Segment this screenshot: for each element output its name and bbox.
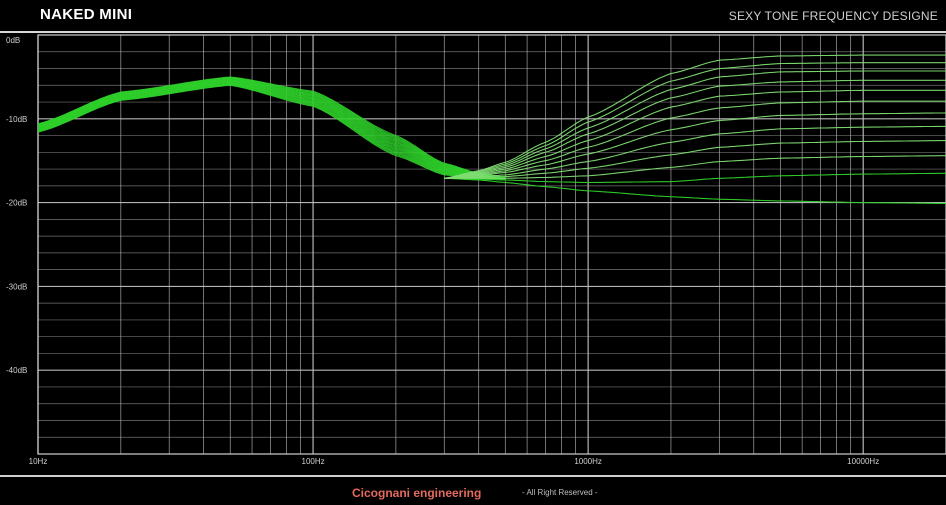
axis-labels: 0dB -10dB -20dB -30dB -40dB 10Hz 100Hz 1000Hz 10…: [6, 36, 879, 466]
treble-curve: [444, 172, 946, 184]
header-bar: NAKED MINI SEXY TONE FREQUENCY DESIGNE: [0, 0, 946, 31]
treble-curve: [444, 177, 946, 204]
treble-curve: [444, 62, 946, 179]
rights-notice: - All Right Reserved -: [522, 488, 598, 497]
treble-curves: [444, 54, 946, 204]
treble-curve: [444, 79, 946, 179]
treble-curve: [444, 54, 946, 179]
y-tick-label: -30dB: [6, 282, 27, 291]
x-tick-label: 100Hz: [302, 457, 325, 466]
treble-curve: [444, 100, 946, 179]
bass-curve: [37, 76, 506, 178]
footer-bar: Cicognani engineering - All Right Reserv…: [0, 475, 946, 505]
header-divider: [0, 31, 946, 33]
x-tick-label: 10Hz: [29, 457, 48, 466]
frequency-response-chart: 0dB -10dB -20dB -30dB -40dB 10Hz 100Hz 1000Hz 10…: [0, 33, 946, 475]
y-tick-label: -20dB: [6, 199, 27, 208]
app-title: NAKED MINI: [40, 6, 133, 23]
treble-curve: [444, 155, 946, 179]
brand-name: Cicognani engineering: [352, 486, 482, 500]
y-tick-label: -10dB: [6, 115, 27, 124]
treble-curve: [444, 140, 946, 179]
grid: [37, 34, 946, 455]
chart-svg: 0dB -10dB -20dB -30dB -40dB 10Hz 100Hz 1000Hz 10…: [6, 34, 946, 466]
bass-curves: [37, 76, 506, 180]
plot-frame: [37, 34, 946, 455]
app-subtitle: SEXY TONE FREQUENCY DESIGNE: [728, 9, 938, 23]
x-tick-label: 1000Hz: [574, 457, 602, 466]
y-tick-label: -40dB: [6, 366, 27, 375]
treble-curve: [444, 89, 946, 179]
treble-curve: [444, 125, 946, 179]
treble-curve: [444, 112, 946, 179]
treble-curve: [444, 70, 946, 179]
x-tick-label: 10000Hz: [847, 457, 879, 466]
y-tick-label: 0dB: [6, 36, 20, 45]
